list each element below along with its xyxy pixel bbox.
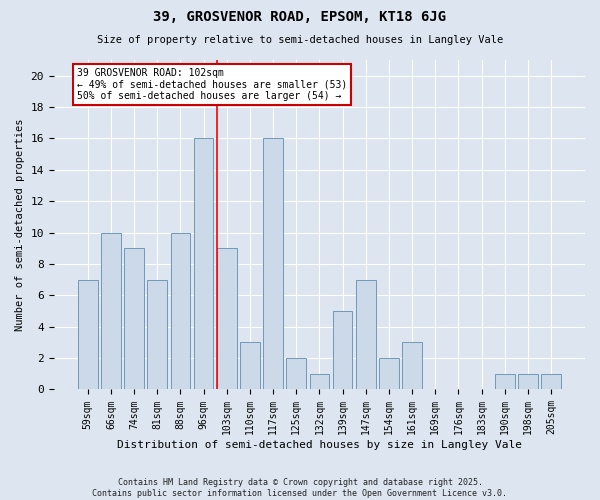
Bar bbox=[518, 374, 538, 390]
Bar bbox=[124, 248, 144, 390]
Text: 39, GROSVENOR ROAD, EPSOM, KT18 6JG: 39, GROSVENOR ROAD, EPSOM, KT18 6JG bbox=[154, 10, 446, 24]
Bar bbox=[101, 232, 121, 390]
Text: Contains HM Land Registry data © Crown copyright and database right 2025.
Contai: Contains HM Land Registry data © Crown c… bbox=[92, 478, 508, 498]
Bar bbox=[240, 342, 260, 390]
Bar bbox=[263, 138, 283, 390]
Bar bbox=[217, 248, 236, 390]
X-axis label: Distribution of semi-detached houses by size in Langley Vale: Distribution of semi-detached houses by … bbox=[117, 440, 522, 450]
Y-axis label: Number of semi-detached properties: Number of semi-detached properties bbox=[15, 118, 25, 331]
Bar bbox=[333, 311, 352, 390]
Bar bbox=[194, 138, 214, 390]
Bar bbox=[286, 358, 306, 390]
Bar bbox=[310, 374, 329, 390]
Bar bbox=[495, 374, 515, 390]
Bar bbox=[170, 232, 190, 390]
Bar bbox=[402, 342, 422, 390]
Bar bbox=[356, 280, 376, 390]
Bar bbox=[148, 280, 167, 390]
Bar bbox=[379, 358, 399, 390]
Bar bbox=[541, 374, 561, 390]
Text: 39 GROSVENOR ROAD: 102sqm
← 49% of semi-detached houses are smaller (53)
50% of : 39 GROSVENOR ROAD: 102sqm ← 49% of semi-… bbox=[77, 68, 347, 101]
Bar bbox=[78, 280, 98, 390]
Text: Size of property relative to semi-detached houses in Langley Vale: Size of property relative to semi-detach… bbox=[97, 35, 503, 45]
